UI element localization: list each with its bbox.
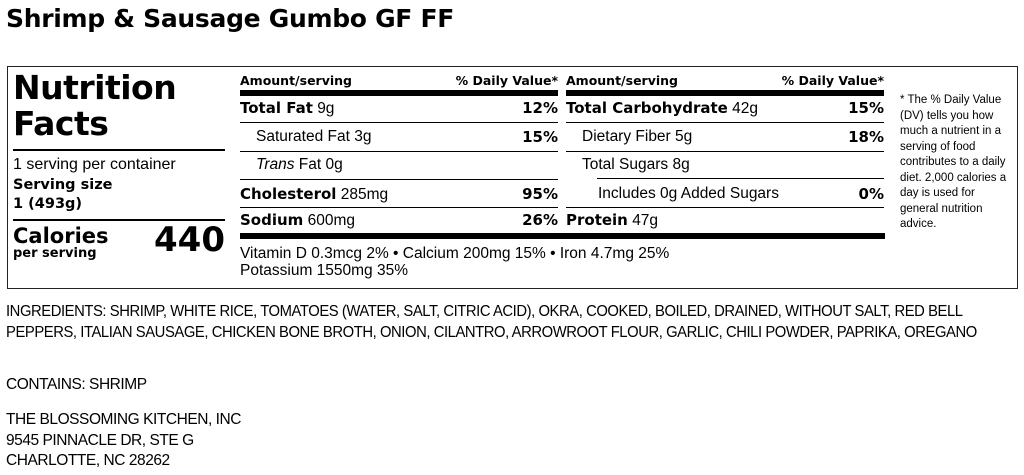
- amount-header: Amount/serving: [566, 73, 678, 88]
- nutrient-row-trans-fat: Trans Fat 0g: [256, 156, 343, 173]
- address-line: THE BLOSSOMING KITCHEN, INC: [6, 411, 242, 428]
- nutrition-facts-heading: Nutrition Facts: [13, 68, 177, 143]
- calories-value: 440: [154, 220, 225, 260]
- nutrient-row-dietary-fiber: Dietary Fiber 5g 18%: [582, 128, 884, 146]
- thick-divider: [240, 233, 885, 239]
- divider: [13, 149, 225, 151]
- thick-divider: [566, 90, 884, 96]
- dv-header: % Daily Value*: [781, 73, 884, 88]
- product-title: Shrimp & Sausage Gumbo GF FF: [6, 4, 455, 33]
- nutrient-row-protein: Protein 47g: [566, 210, 659, 229]
- nutrient-row-cholesterol: Cholesterol 285mg 95%: [240, 184, 558, 204]
- thick-divider: [240, 90, 558, 96]
- column-header: Amount/serving % Daily Value*: [240, 73, 558, 88]
- nutrient-row-total-sugars: Total Sugars 8g: [582, 156, 690, 173]
- address-line: 9545 PINNACLE DR, STE G: [6, 432, 194, 449]
- calories-label: Calories: [13, 224, 109, 248]
- nutrient-row-total-carbohydrate: Total Carbohydrate 42g 15%: [566, 98, 884, 118]
- servings-per-container: 1 serving per container: [13, 156, 176, 173]
- dv-header: % Daily Value*: [455, 73, 558, 88]
- nutrient-row-sodium: Sodium 600mg 26%: [240, 210, 558, 230]
- nutrient-row-saturated-fat: Saturated Fat 3g 15%: [256, 128, 558, 146]
- column-header: Amount/serving % Daily Value*: [566, 73, 884, 88]
- address-line: CHARLOTTE, NC 28262: [6, 452, 170, 469]
- daily-value-footnote: * The % Daily Value (DV) tells you how m…: [900, 94, 1007, 230]
- vitamins-line: Vitamin D 0.3mcg 2% • Calcium 200mg 15% …: [240, 245, 670, 262]
- calories-sub: per serving: [13, 246, 97, 261]
- nutrition-facts-label: [7, 66, 1018, 289]
- serving-size-label: Serving size: [13, 177, 113, 193]
- divider: [13, 219, 225, 221]
- potassium-line: Potassium 1550mg 35%: [240, 262, 409, 279]
- amount-header: Amount/serving: [240, 73, 352, 88]
- nutrient-row-total-fat: Total Fat 9g 12%: [240, 98, 558, 118]
- serving-size-value: 1 (493g): [13, 196, 83, 212]
- ingredients-text: INGREDIENTS: SHRIMP, WHITE RICE, TOMATOE…: [6, 303, 977, 341]
- nutrient-row-added-sugars: Includes 0g Added Sugars 0%: [598, 185, 884, 203]
- allergen-statement: CONTAINS: SHRIMP: [6, 376, 147, 393]
